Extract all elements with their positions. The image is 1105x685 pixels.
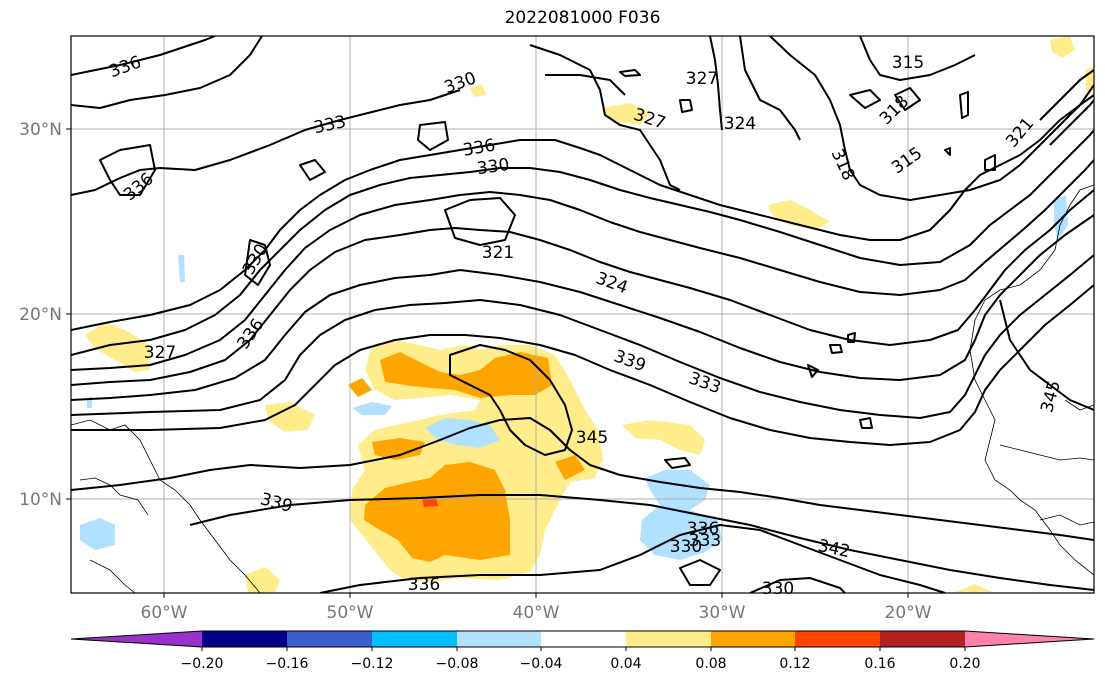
colorbar-swatch	[372, 631, 457, 647]
colorbar-tick-label: 0.08	[695, 656, 726, 672]
lon-label-30w: 30°W	[699, 603, 746, 623]
colorbar-tick-label: −0.04	[520, 656, 563, 672]
contour-lines	[71, 36, 1094, 593]
lat-label-20n: 20°N	[19, 305, 62, 325]
contour-label: 333	[689, 531, 721, 551]
colorbar-swatch	[457, 631, 541, 647]
contour-label: 330	[762, 579, 794, 599]
colorbar: −0.20 −0.16 −0.12 −0.08 −0.04 0.04 0.08 …	[70, 630, 1095, 672]
colorbar-swatch	[711, 631, 795, 647]
map-title: 2022081000 F036	[504, 8, 661, 28]
colorbar-swatch	[880, 631, 965, 647]
colorbar-tick-label: −0.08	[436, 656, 479, 672]
colorbar-tick-label: 0.04	[610, 656, 641, 672]
contour-label: 336	[687, 519, 719, 539]
colorbar-tick-label: −0.16	[266, 656, 309, 672]
colorbar-swatch	[287, 631, 372, 647]
colorbar-swatch	[541, 631, 626, 647]
contour-label: 315	[892, 53, 924, 73]
contour-label: 321	[482, 243, 514, 263]
contour-label: 336	[408, 575, 440, 595]
colorbar-tick-label: 0.20	[949, 656, 980, 672]
colorbar-swatch	[626, 631, 711, 647]
lon-label-50w: 50°W	[327, 603, 374, 623]
colorbar-swatch	[71, 631, 202, 647]
lat-label-10n: 10°N	[19, 490, 62, 510]
contour-label: 330	[476, 155, 511, 179]
shading-positive	[85, 36, 1094, 593]
lat-label-30n: 30°N	[19, 120, 62, 140]
colorbar-tick-label: −0.12	[351, 656, 394, 672]
contour-label: 327	[686, 69, 718, 89]
colorbar-tick-label: 0.16	[864, 656, 895, 672]
contour-label: 327	[144, 343, 176, 363]
colorbar-tick-label: −0.20	[181, 656, 224, 672]
lon-label-20w: 20°W	[885, 603, 932, 623]
colorbar-swatch	[795, 631, 880, 647]
colorbar-tick-label: 0.12	[779, 656, 810, 672]
axis-ticks	[66, 128, 909, 598]
lon-label-60w: 60°W	[141, 603, 188, 623]
colorbar-swatch	[965, 631, 1094, 647]
contour-label: 324	[724, 114, 756, 134]
colorbar-swatch	[202, 631, 287, 647]
contour-label: 330	[670, 537, 702, 557]
contour-label: 345	[576, 428, 608, 448]
lon-label-40w: 40°W	[513, 603, 560, 623]
